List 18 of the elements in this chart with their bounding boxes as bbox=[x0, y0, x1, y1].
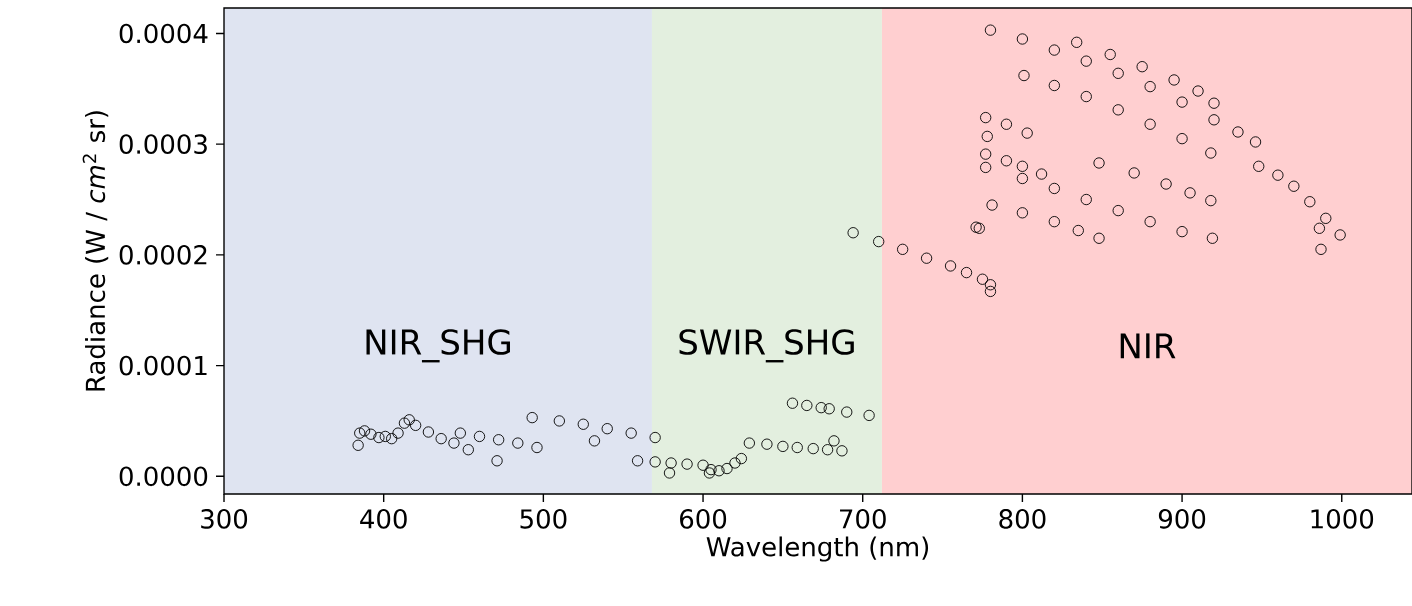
x-tick-label: 300 bbox=[201, 509, 248, 529]
y-tick-label: 0.0004 bbox=[119, 23, 208, 44]
y-tick-label: 0.0003 bbox=[119, 134, 207, 155]
band-label: NIR bbox=[1120, 333, 1176, 359]
y-tick-label: 0.0000 bbox=[119, 466, 208, 487]
y-tick-label: 0.0001 bbox=[119, 355, 207, 376]
x-axis-title: Wavelength (nm) bbox=[706, 536, 929, 562]
x-tick-label: 900 bbox=[1158, 509, 1206, 529]
x-tick-label: 500 bbox=[520, 509, 567, 529]
x-tick-label: 400 bbox=[360, 509, 407, 529]
x-tick-label: 800 bbox=[999, 509, 1046, 529]
x-tick-label: 1000 bbox=[1311, 509, 1374, 529]
band-label: SWIR_SHG bbox=[679, 329, 854, 363]
x-tick-label: 700 bbox=[840, 509, 886, 529]
x-tick-label: 600 bbox=[680, 509, 727, 529]
band-label: NIR_SHG bbox=[366, 329, 510, 363]
y-axis-title: Radiance (W / cm$^{2}$ sr) bbox=[82, 111, 109, 391]
y-tick-label: 0.0002 bbox=[119, 245, 207, 265]
